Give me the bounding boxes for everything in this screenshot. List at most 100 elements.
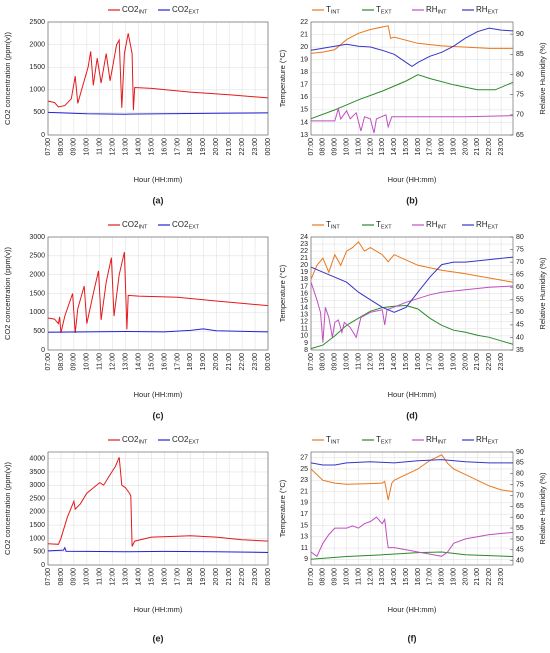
- x-tick-label: 19:00: [200, 568, 207, 586]
- x-tick-label: 23:00: [498, 568, 505, 586]
- x-tick-label: 20:00: [213, 138, 220, 156]
- y2-tick-label: 60: [516, 284, 524, 291]
- y2-tick-label: 90: [516, 449, 524, 456]
- x-tick-label: 18:00: [187, 353, 194, 371]
- series-line: [310, 241, 514, 283]
- series-line: [47, 251, 269, 334]
- x-tick-label: 19:00: [450, 353, 457, 371]
- y-axis-label: CO2 concentration (ppm(v)): [3, 247, 12, 340]
- x-axis-label: Hour (HH:mm): [388, 390, 437, 399]
- x-tick-label: 14:00: [391, 138, 398, 156]
- legend-name: T: [376, 5, 381, 14]
- series-line: [47, 546, 269, 553]
- x-tick-label: 19:00: [450, 138, 457, 156]
- series-line: [311, 106, 514, 134]
- legend-label: CO2EXT: [172, 435, 200, 446]
- x-tick-label: 11:00: [97, 568, 104, 585]
- x-tick-label: 11:00: [355, 568, 362, 585]
- y-tick-label: 2000: [29, 41, 45, 48]
- plot-frame: [310, 21, 514, 136]
- plot-frame: [310, 236, 514, 351]
- chart-panel: 0 500 1000 1500 2000 2500 3000 3500 4000 07:00 08:…: [3, 435, 272, 643]
- x-tick-label: 20:00: [213, 353, 220, 371]
- x-tick-label: 22:00: [486, 353, 493, 371]
- legend-sub: INT: [438, 225, 448, 231]
- y2-tick-label: 85: [516, 460, 524, 467]
- x-tick-label: 20:00: [462, 138, 469, 156]
- legend-sub: INT: [138, 440, 148, 446]
- legend-name: CO2: [122, 435, 139, 444]
- x-tick-label: 12:00: [110, 568, 117, 586]
- y2-tick-label: 40: [516, 557, 524, 564]
- x-tick-label: 22:00: [239, 138, 246, 156]
- x-tick-label: 10:00: [343, 353, 350, 371]
- series-line: [310, 27, 514, 68]
- y-tick-label: 23: [300, 477, 308, 484]
- y-tick-label: 1000: [29, 309, 45, 316]
- y-tick-label: 2000: [29, 509, 45, 516]
- legend-sub: INT: [331, 10, 341, 16]
- x-tick-label: 13:00: [122, 138, 129, 156]
- legend-label: CO2EXT: [172, 5, 200, 16]
- x-tick-label: 12:00: [110, 138, 117, 156]
- y-tick-label: 16: [300, 94, 308, 101]
- legend-label: RHEXT: [476, 220, 499, 231]
- legend-label: RHEXT: [476, 5, 499, 16]
- x-tick-label: 11:00: [97, 138, 104, 155]
- y-tick-label: 0: [41, 347, 45, 354]
- y-tick-label: 15: [300, 297, 308, 304]
- series-line: [310, 256, 514, 313]
- x-tick-label: 18:00: [187, 138, 194, 156]
- x-tick-label: 18:00: [439, 138, 446, 156]
- x-tick-label: 11:00: [355, 138, 362, 155]
- legend-label: TEXT: [376, 5, 392, 16]
- y2-tick-label: 75: [516, 91, 524, 98]
- x-tick-label: 16:00: [415, 568, 422, 586]
- x-tick-label: 10:00: [343, 568, 350, 586]
- series-line: [310, 454, 514, 501]
- y-tick-label: 21: [300, 31, 308, 38]
- y-tick-label: 1000: [29, 87, 45, 94]
- x-tick-label: 18:00: [439, 353, 446, 371]
- y-tick-label: 500: [33, 109, 45, 116]
- x-tick-label: 14:00: [391, 568, 398, 586]
- x-tick-label: 21:00: [226, 138, 233, 156]
- x-tick-label: 13:00: [122, 568, 129, 586]
- y2-axis-label: Relative Humidity (%): [538, 42, 547, 115]
- y-axis-label: Temperature (°C): [278, 479, 287, 537]
- chart-panel: 0 500 1000 1500 2000 2500 3000 07:00 08:00 09:00 1…: [3, 220, 272, 420]
- x-tick-label: 16:00: [161, 138, 168, 156]
- y-axis-label: CO2 concentration (ppm(v)): [3, 462, 12, 555]
- legend-label: RHINT: [426, 5, 447, 16]
- y-tick-label: 17: [300, 283, 308, 290]
- y-tick-label: 3000: [29, 234, 45, 241]
- y-tick-label: 14: [300, 304, 308, 311]
- x-tick-label: 08:00: [320, 353, 327, 371]
- legend-sub: INT: [331, 440, 341, 446]
- legend-label: RHINT: [426, 435, 447, 446]
- x-tick-label: 15:00: [148, 138, 155, 156]
- x-tick-label: 16:00: [415, 138, 422, 156]
- y-tick-label: 19: [300, 57, 308, 64]
- legend-label: TEXT: [376, 220, 392, 231]
- x-tick-label: 09:00: [71, 568, 78, 586]
- legend-label: CO2INT: [122, 435, 148, 446]
- y2-tick-label: 65: [516, 503, 524, 510]
- legend-name: CO2: [172, 220, 189, 229]
- y-tick-label: 9: [304, 556, 308, 563]
- x-axis-label: Hour (HH:mm): [134, 175, 183, 184]
- x-tick-label: 21:00: [226, 353, 233, 371]
- y2-tick-label: 70: [516, 259, 524, 266]
- x-tick-label: 00:00: [265, 138, 272, 156]
- x-tick-label: 23:00: [252, 568, 259, 586]
- x-tick-label: 07:00: [45, 568, 52, 586]
- series-line: [310, 282, 514, 343]
- series-line: [310, 74, 514, 120]
- x-tick-label: 13:00: [122, 353, 129, 371]
- y-tick-label: 24: [300, 234, 308, 241]
- chart-panel: 13 14 15 16 17 18 19 20 21 22 65 70 75 80 85 90 07:00 08:…: [278, 5, 547, 205]
- y2-tick-label: 55: [516, 297, 524, 304]
- caption: (b): [406, 195, 418, 205]
